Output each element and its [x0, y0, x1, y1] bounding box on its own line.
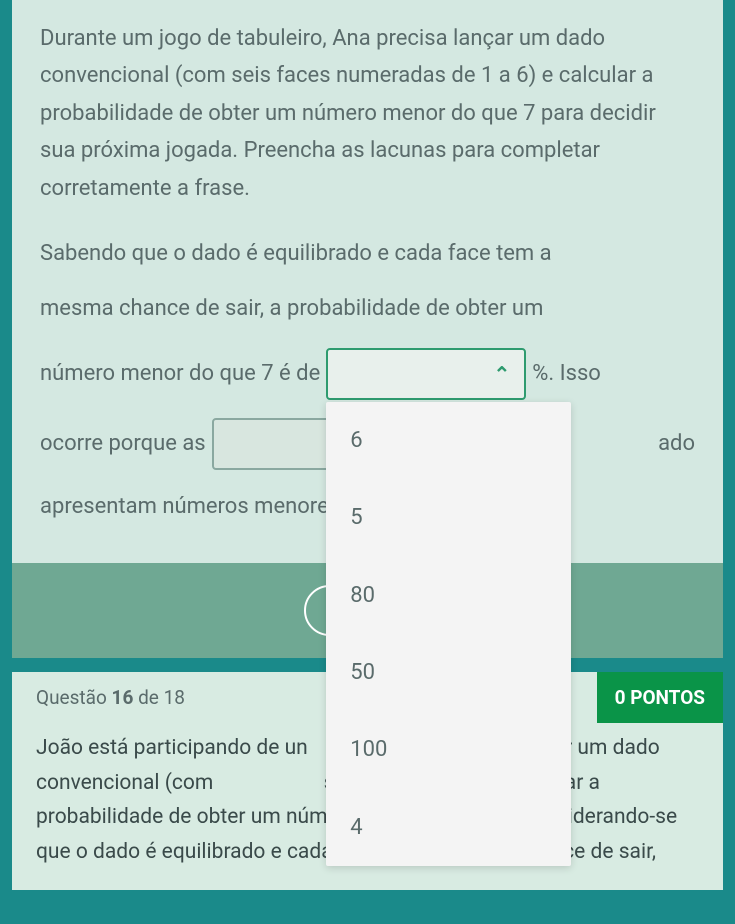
dropdown-option[interactable]: 100 — [326, 711, 571, 788]
dropdown-wrapper-percent: ⌃ 6 5 80 50 100 4 — [326, 348, 526, 400]
fill-text: %. Isso — [532, 355, 601, 392]
fill-text: apresentam números menore — [40, 488, 329, 525]
chevron-up-icon: ⌃ — [493, 357, 510, 391]
dropdown-menu: 6 5 80 50 100 4 — [326, 402, 571, 866]
question-counter: Questão 16 de 18 — [36, 686, 185, 709]
dropdown-option[interactable]: 80 — [326, 557, 571, 634]
fill-text: número menor do que 7 é de — [40, 355, 320, 392]
dropdown-option[interactable]: 5 — [326, 479, 571, 556]
fill-line-1: número menor do que 7 é de ⌃ 6 5 80 50 1… — [40, 348, 695, 400]
points-badge: 0 PONTOS — [597, 672, 723, 723]
fill-text: ado — [658, 425, 695, 462]
body-line-1: Sabendo que o dado é equilibrado e cada … — [40, 235, 695, 272]
question-card-1: Durante um jogo de tabuleiro, Ana precis… — [12, 0, 723, 658]
question-body: Sabendo que o dado é equilibrado e cada … — [40, 235, 695, 328]
dropdown-option[interactable]: 50 — [326, 634, 571, 711]
body-line-2: mesma chance de sair, a probabilidade de… — [40, 290, 695, 327]
question-intro: Durante um jogo de tabuleiro, Ana precis… — [40, 20, 695, 207]
dropdown-percent[interactable]: ⌃ — [326, 348, 526, 400]
dropdown-option[interactable]: 6 — [326, 402, 571, 479]
dropdown-option[interactable]: 4 — [326, 789, 571, 866]
fill-text: ocorre porque as — [40, 425, 206, 462]
